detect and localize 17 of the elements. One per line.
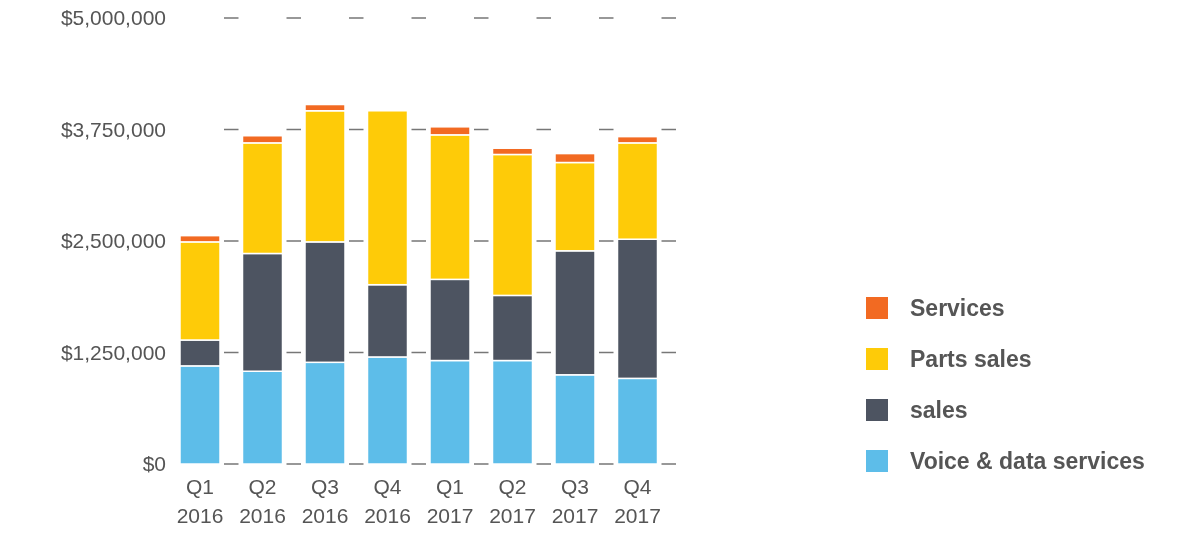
y-tick-label: $3,750,000 [60, 117, 166, 141]
x-tick-label: Q1 2017 [426, 475, 474, 527]
y-tick-label: $5,000,000 [60, 6, 166, 30]
x-tick-label: Q4 2017 [614, 475, 661, 527]
x-tick-label: Q3 2017 [551, 475, 599, 527]
legend-label: Voice & data services [910, 448, 1145, 474]
y-tick-label: $1,250,000 [60, 340, 166, 364]
x-tick-label: Q1 2016 [176, 475, 224, 527]
x-tick-label: Q2 2016 [239, 475, 286, 527]
y-tick-label: $0 [142, 452, 166, 476]
legend-label: Services [910, 295, 1005, 321]
x-tick-label: Q2 2017 [489, 475, 536, 527]
legend-label: Parts sales [910, 346, 1032, 372]
x-tick-label: Q3 2016 [301, 475, 349, 527]
y-tick-label: $2,500,000 [60, 229, 166, 253]
x-tick-label: Q4 2016 [364, 475, 411, 527]
legend-label: sales [910, 397, 968, 423]
